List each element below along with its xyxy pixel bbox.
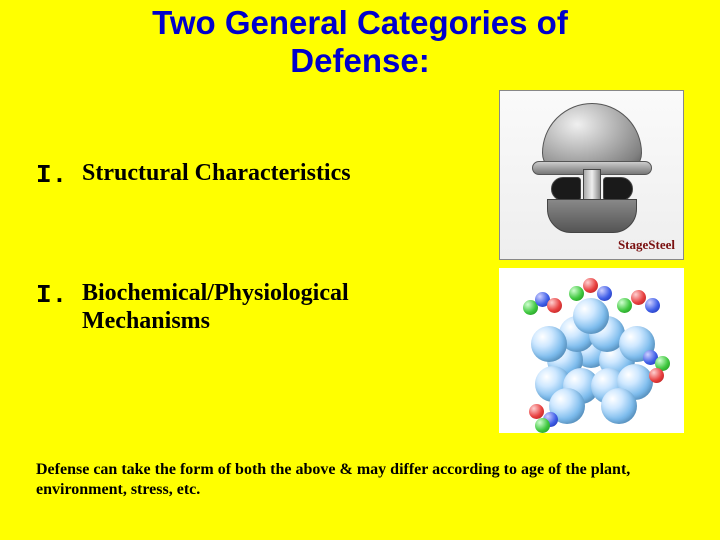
molecule-icon [499,268,684,433]
category-list: I. Structural Characteristics I. Biochem… [36,160,456,425]
slide-title: Two General Categories of Defense: [0,0,720,80]
list-item: I. Structural Characteristics [36,160,456,190]
helmet-image: StageSteel [499,90,684,260]
title-line-2: Defense: [290,42,429,79]
helmet-caption: StageSteel [618,237,675,253]
list-numeral: I. [36,280,82,310]
list-item: I. Biochemical/Physiological Mechanisms [36,280,456,335]
list-text: Biochemical/Physiological Mechanisms [82,280,456,335]
list-numeral: I. [36,160,82,190]
list-text: Structural Characteristics [82,160,351,188]
title-line-1: Two General Categories of [152,4,568,41]
footer-note: Defense can take the form of both the ab… [36,460,690,500]
molecule-image [499,268,684,433]
helmet-icon [537,103,647,233]
